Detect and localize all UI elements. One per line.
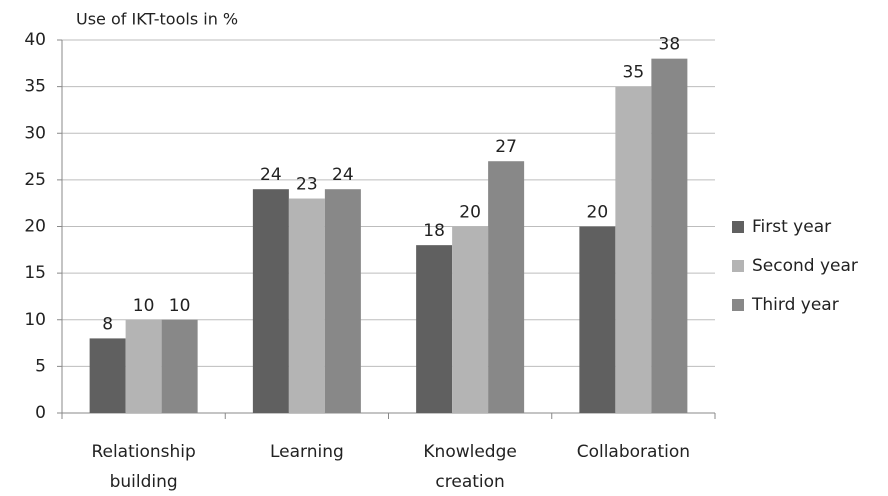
legend-label: Third year <box>751 295 839 315</box>
bar <box>615 86 652 413</box>
legend-swatch <box>732 221 744 233</box>
data-label: 18 <box>423 221 445 241</box>
data-label: 23 <box>296 175 318 195</box>
x-tick-label: Relationship building <box>91 442 196 492</box>
bar <box>89 338 126 413</box>
bar <box>651 58 688 414</box>
data-label: 27 <box>495 137 517 157</box>
bar <box>452 226 489 413</box>
data-label: 20 <box>459 203 481 223</box>
y-tick-label: 10 <box>24 310 46 330</box>
bar <box>161 319 198 413</box>
bar <box>288 198 325 413</box>
y-tick-label: 25 <box>24 170 46 190</box>
legend-label: Second year <box>752 256 858 276</box>
bar <box>125 319 162 413</box>
data-label: 24 <box>260 165 282 185</box>
chart-title: Use of IKT-tools in % <box>76 10 238 29</box>
legend-swatch <box>732 299 744 311</box>
legend-swatch <box>732 260 744 272</box>
y-tick-label: 15 <box>24 263 46 283</box>
y-tick-label: 40 <box>24 30 46 50</box>
data-label: 10 <box>133 296 155 316</box>
y-tick-label: 5 <box>35 356 46 376</box>
x-tick-label: Collaboration <box>576 442 691 462</box>
data-label: 38 <box>659 35 681 55</box>
data-label: 20 <box>587 203 609 223</box>
y-tick-label: 30 <box>24 123 46 143</box>
bar <box>488 161 525 413</box>
bar <box>324 189 361 413</box>
x-tick-label: Learning <box>269 442 344 462</box>
data-label: 8 <box>102 314 113 334</box>
legend-label: First year <box>752 217 831 237</box>
bar <box>416 245 453 413</box>
data-label: 35 <box>623 63 645 83</box>
y-tick-label: 20 <box>24 217 46 237</box>
y-tick-label: 0 <box>35 403 46 423</box>
y-tick-label: 35 <box>24 77 46 97</box>
bar <box>579 226 616 413</box>
x-tick-label: Knowledge creation <box>423 442 517 492</box>
bar <box>252 189 289 413</box>
data-label: 10 <box>169 296 191 316</box>
data-label: 24 <box>332 165 354 185</box>
